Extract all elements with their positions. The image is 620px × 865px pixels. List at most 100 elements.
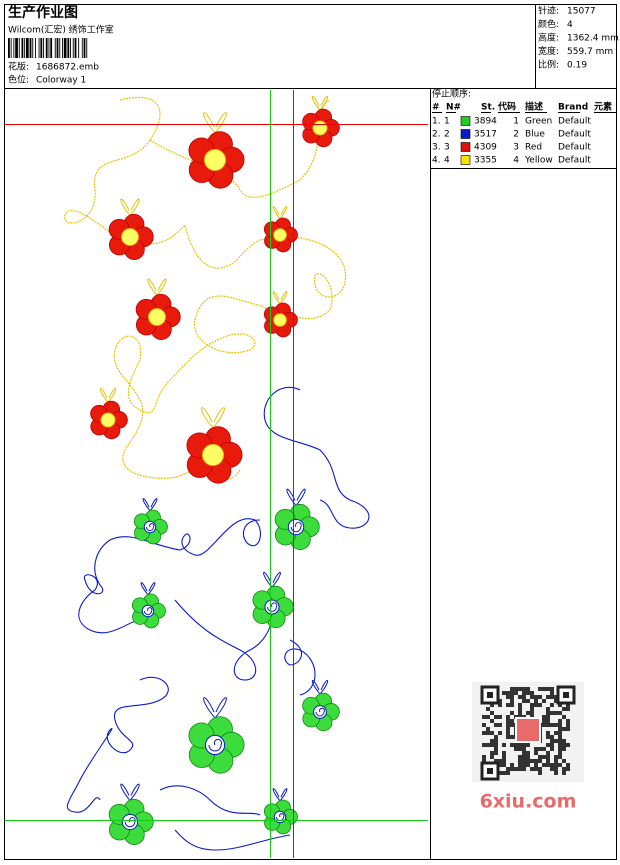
flower bbox=[90, 388, 128, 440]
qr-module bbox=[522, 747, 526, 751]
qr-module bbox=[510, 763, 514, 767]
row-n: 4 bbox=[444, 156, 450, 166]
flower-center bbox=[202, 444, 224, 466]
flower bbox=[188, 112, 245, 189]
qr-module bbox=[494, 759, 498, 763]
flower bbox=[188, 697, 245, 774]
qr-module bbox=[546, 743, 550, 747]
flower-swirl bbox=[275, 813, 285, 822]
row-brand: Default bbox=[558, 130, 591, 140]
qr-module bbox=[506, 735, 510, 739]
qr-module bbox=[554, 767, 558, 771]
qr-module bbox=[550, 747, 554, 751]
qr-module bbox=[518, 755, 522, 759]
barcode-bar bbox=[74, 38, 77, 58]
qr-module bbox=[490, 755, 494, 759]
qr-module bbox=[498, 715, 502, 719]
qr-module bbox=[514, 687, 518, 691]
qr-module bbox=[558, 751, 562, 755]
row-stitches: 3355 bbox=[474, 156, 497, 166]
qr-module bbox=[494, 715, 498, 719]
qr-module bbox=[550, 723, 554, 727]
flower-center bbox=[312, 120, 328, 136]
qr-module bbox=[502, 755, 506, 759]
qr-module bbox=[506, 703, 510, 707]
qr-module bbox=[490, 719, 494, 723]
row-description: Yellow bbox=[524, 156, 553, 166]
qr-module bbox=[550, 743, 554, 747]
qr-module bbox=[550, 703, 554, 707]
qr-module bbox=[498, 771, 502, 775]
qr-module bbox=[494, 739, 498, 743]
qr-module bbox=[558, 739, 562, 743]
qr-module bbox=[534, 703, 538, 707]
flower bbox=[131, 582, 166, 629]
qr-module bbox=[530, 691, 534, 695]
qr-module bbox=[558, 711, 562, 715]
flower-center bbox=[273, 313, 287, 327]
qr-module bbox=[546, 711, 550, 715]
qr-module bbox=[530, 711, 534, 715]
qr-module bbox=[538, 703, 542, 707]
qr-module bbox=[518, 759, 522, 763]
qr-module bbox=[482, 755, 486, 759]
qr-module bbox=[530, 707, 534, 711]
qr-module bbox=[542, 699, 546, 703]
qr-module bbox=[534, 763, 538, 767]
flower-stem bbox=[286, 488, 306, 506]
qr-module bbox=[562, 739, 566, 743]
row-description: Green bbox=[525, 117, 552, 127]
flower bbox=[302, 680, 340, 732]
flower-stem bbox=[140, 582, 156, 596]
barcode-bar bbox=[38, 38, 40, 58]
flower-stem bbox=[272, 788, 288, 802]
color-swatch bbox=[460, 116, 471, 126]
flower-stem bbox=[272, 206, 288, 220]
qr-module bbox=[558, 723, 562, 727]
qr-module bbox=[554, 699, 558, 703]
qr-module bbox=[550, 687, 554, 691]
qr-module bbox=[510, 743, 514, 747]
info-value: 1362.4 mm bbox=[567, 34, 619, 44]
qr-module bbox=[562, 767, 566, 771]
qr-module bbox=[518, 743, 522, 747]
info-label: 高度: bbox=[538, 32, 559, 44]
qr-module bbox=[550, 735, 554, 739]
barcode-bar bbox=[13, 38, 15, 58]
qr-module bbox=[558, 727, 562, 731]
qr-module bbox=[566, 723, 570, 727]
qr-module bbox=[538, 695, 542, 699]
flower-stem bbox=[99, 388, 117, 403]
flower-stem bbox=[311, 96, 329, 111]
qr-module bbox=[494, 751, 498, 755]
qr-module bbox=[506, 719, 510, 723]
qr-module bbox=[546, 763, 550, 767]
qr-module bbox=[518, 767, 522, 771]
qr-module bbox=[538, 759, 542, 763]
info-label: 针迹: bbox=[538, 5, 559, 17]
qr-module bbox=[538, 687, 542, 691]
flower-swirl bbox=[124, 817, 136, 828]
flower-stem bbox=[142, 498, 158, 512]
flower-stem bbox=[201, 407, 225, 429]
flower bbox=[302, 96, 340, 148]
barcode-bar bbox=[56, 38, 59, 58]
column-header: 描述 bbox=[525, 101, 543, 113]
flower-center bbox=[148, 308, 166, 326]
barcode-bar bbox=[35, 38, 36, 58]
flower bbox=[263, 291, 298, 338]
qr-module bbox=[566, 719, 570, 723]
barcode-bar bbox=[62, 38, 63, 58]
qr-module bbox=[490, 743, 494, 747]
qr-module bbox=[566, 763, 570, 767]
qr-module bbox=[510, 695, 514, 699]
row-index: 4. bbox=[432, 156, 441, 166]
qr-module bbox=[514, 767, 518, 771]
row-code: 1 bbox=[513, 117, 519, 127]
qr-module bbox=[530, 703, 534, 707]
qr-module bbox=[518, 703, 522, 707]
row-stitches: 3894 bbox=[474, 117, 497, 127]
qr-module bbox=[562, 747, 566, 751]
